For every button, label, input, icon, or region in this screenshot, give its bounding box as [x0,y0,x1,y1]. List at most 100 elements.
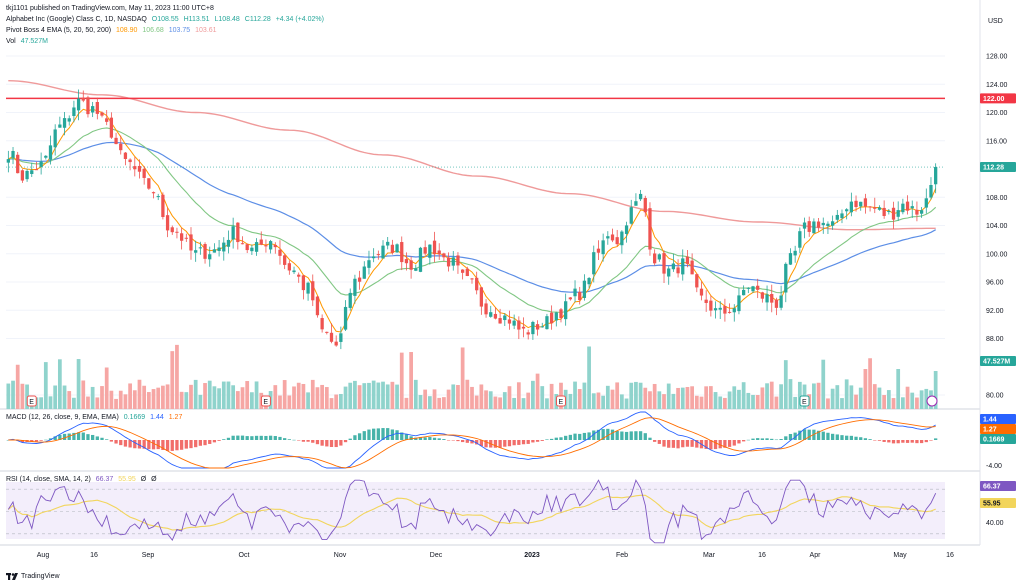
volume-bar [315,387,320,409]
candle [58,124,62,128]
macd-hist-bar [44,439,48,441]
volume-bar [43,362,48,409]
macd-hist-bar [170,440,174,451]
candle [503,315,507,321]
candle [671,263,676,270]
candle [278,249,282,256]
candle [741,289,746,296]
volume-bar [638,382,643,409]
macd-hist-bar [615,431,619,440]
volume-bar [737,389,741,409]
volume-bar [95,397,100,409]
symbol-name: Alphabet Inc (Google) Class C, 1D, NASDA… [6,16,147,23]
volume-bar [924,388,929,409]
candle [240,243,245,245]
macd-hist-bar [184,440,188,449]
volume-bar [432,389,437,409]
macd-hist-bar [896,440,900,444]
volume-bar [704,386,709,409]
volume-bar [619,394,624,409]
volume-bar [488,391,493,409]
macd-hist-bar [648,437,652,440]
volume-bar [676,387,680,409]
macd-hist-bar [278,436,282,440]
macd-hist-bar [226,437,231,440]
macd-hist-bar [554,437,558,440]
candle [854,200,858,208]
candle [690,260,694,275]
volume-bar [652,383,657,409]
candle [456,255,460,266]
macd-hist-bar [20,440,25,442]
volume-bar [184,392,189,409]
volume-bar [741,382,746,409]
candle [793,250,797,256]
volume-bar [769,381,774,409]
candle [451,257,455,266]
candle [217,247,221,252]
open-value: O108.55 [151,16,179,23]
candle [133,166,137,170]
macd-name: MACD (12, 26, close, 9, EMA, EMA) [6,414,119,421]
macd-hist-bar [868,439,872,440]
volume-bar [81,380,86,409]
x-tick-label: Mar [703,552,716,559]
volume-bar [189,384,193,409]
candle [479,287,484,307]
macd-hist-bar [638,431,643,440]
published-line: tkj1101 published on TradingView.com, Ma… [6,5,214,12]
footer-brand[interactable]: TradingView [6,572,60,580]
volume-bar [114,398,118,409]
macd-hist-bar [479,440,484,447]
volume-tag-text: 47.527M [983,359,1010,366]
candle [840,213,844,219]
rsi-empty-2: Ø [151,476,157,483]
macd-hist-bar [437,438,441,440]
volume-bar [685,386,690,409]
macd-hist-bar [849,435,853,440]
macd-hist-bar [737,440,741,444]
candle [667,268,671,277]
macd-hist-bar [39,440,43,441]
candle [549,312,554,324]
candle [601,240,605,255]
volume-bar [446,389,451,409]
volume-bar [118,390,123,409]
volume-bar [278,395,282,409]
volume-bar [690,386,694,409]
volume-bar [132,390,137,409]
candle [859,201,863,207]
macd-hist-bar [695,440,699,448]
candle [76,98,81,111]
macd-hist-bar [765,438,769,440]
macd-hist-bar [156,440,160,450]
volume-bar [367,382,371,409]
candle [30,170,34,174]
macd-signal-value: 1.27 [168,414,183,421]
candle [460,269,465,273]
macd-hist-bar [713,440,718,450]
macd-hist-bar [217,440,221,441]
candle [414,268,418,271]
candle [254,242,259,252]
volume-bar [353,380,357,409]
volume-bar [90,386,95,409]
candle [704,299,708,303]
volume-bar [67,391,72,409]
macd-hist-bar [367,429,371,440]
volume-bar [273,385,278,409]
volume-bar [498,397,502,409]
volume-bar [123,394,128,409]
macd-hist-value: 0.1669 [123,414,146,421]
candle [873,207,877,209]
macd-hist-bar [727,440,732,447]
macd-hist-bar [559,437,563,440]
volume-bar [348,382,353,409]
candle [896,210,900,217]
volume-bar [53,385,58,409]
rsi-tag [980,481,1016,491]
candle [699,288,704,296]
volume-bar [217,388,221,409]
x-tick-label: May [893,552,907,559]
